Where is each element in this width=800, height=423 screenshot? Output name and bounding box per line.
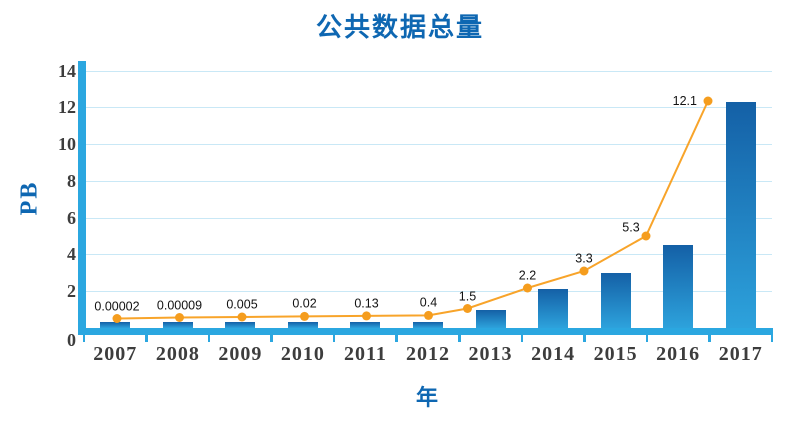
line-marker [424, 310, 433, 320]
x-axis-tick [645, 335, 649, 342]
x-axis-tick [770, 335, 774, 342]
x-tick-label-2011: 2011 [344, 343, 387, 365]
y-axis-line [78, 61, 86, 335]
gridline-6 [84, 217, 772, 219]
gridline-4 [84, 254, 772, 256]
data-label-2017: 12.1 [672, 93, 697, 108]
line-marker [175, 313, 184, 322]
y-tick-label: 14 [58, 60, 76, 81]
data-label-2014: 2.2 [518, 268, 537, 283]
line-marker [463, 304, 472, 313]
bar-2015 [600, 272, 631, 328]
line-marker [112, 314, 122, 323]
line-marker [641, 231, 651, 241]
x-tick-label-2014: 2014 [531, 343, 576, 365]
x-tick-label-2012: 2012 [406, 343, 450, 365]
bar-2010 [287, 322, 318, 328]
x-axis-tick [395, 335, 398, 342]
x-axis-tick [332, 335, 336, 342]
data-label-2012: 0.4 [419, 295, 438, 310]
y-tick-label: 2 [67, 281, 76, 302]
x-tick-label-2007: 2007 [93, 343, 138, 365]
data-label-2007: 0.00002 [94, 299, 140, 313]
data-label-2016: 5.3 [622, 220, 640, 235]
line-marker [300, 311, 309, 321]
gridline-8 [84, 180, 772, 182]
bar-2008 [162, 322, 193, 328]
line-marker [362, 311, 371, 321]
line-marker [237, 312, 247, 322]
x-axis-tick [458, 335, 461, 342]
gridline-14 [84, 70, 772, 72]
x-tick-label-2015: 2015 [593, 343, 638, 365]
x-axis-tick [145, 335, 148, 342]
y-tick-label: 12 [58, 97, 76, 118]
x-axis-title: 年 [415, 385, 439, 410]
data-label-2009: 0.005 [226, 297, 258, 312]
line-path [116, 100, 709, 320]
bar-2017 [725, 101, 756, 328]
line-marker [703, 96, 713, 106]
data-label-2015: 3.3 [575, 251, 593, 266]
data-label-2008: 0.00009 [156, 298, 203, 312]
line-marker [579, 266, 589, 276]
line-marker [523, 283, 532, 293]
bar-2012 [413, 322, 443, 328]
x-axis-tick [520, 335, 524, 342]
bar-2011 [350, 322, 381, 328]
bar-2016 [663, 245, 694, 328]
y-tick-label: 4 [67, 244, 76, 265]
y-tick-label: 6 [67, 207, 76, 228]
bar-2014 [538, 289, 569, 328]
chart-title: 公共数据总量 [315, 12, 484, 42]
y-axis-title: PB [16, 180, 43, 216]
gridline-12 [84, 107, 772, 109]
bar-2009 [225, 322, 256, 328]
x-tick-label-2017: 2017 [718, 343, 763, 365]
bar-2007 [100, 322, 131, 328]
gridline-2 [84, 291, 772, 293]
data-label-2011: 0.13 [354, 296, 379, 311]
gridline-10 [84, 144, 772, 146]
data-label-2013: 1.5 [458, 289, 477, 303]
data-label-2010: 0.02 [292, 296, 317, 311]
x-tick-label-2010: 2010 [280, 343, 325, 365]
x-tick-label-2009: 2009 [218, 343, 263, 365]
x-axis-line [78, 328, 773, 335]
y-tick-label: 0 [67, 330, 76, 350]
x-axis-tick [708, 335, 711, 342]
x-axis-tick [270, 335, 273, 342]
x-tick-label-2008: 2008 [155, 343, 200, 365]
x-tick-label-2016: 2016 [656, 343, 701, 365]
bar-2013 [475, 309, 506, 328]
x-axis-tick [207, 335, 211, 342]
x-axis-tick [82, 335, 86, 342]
y-tick-label: 10 [58, 134, 76, 155]
x-axis-tick [583, 335, 586, 342]
y-tick-label: 8 [67, 170, 76, 191]
x-tick-label-2013: 2013 [468, 343, 513, 365]
